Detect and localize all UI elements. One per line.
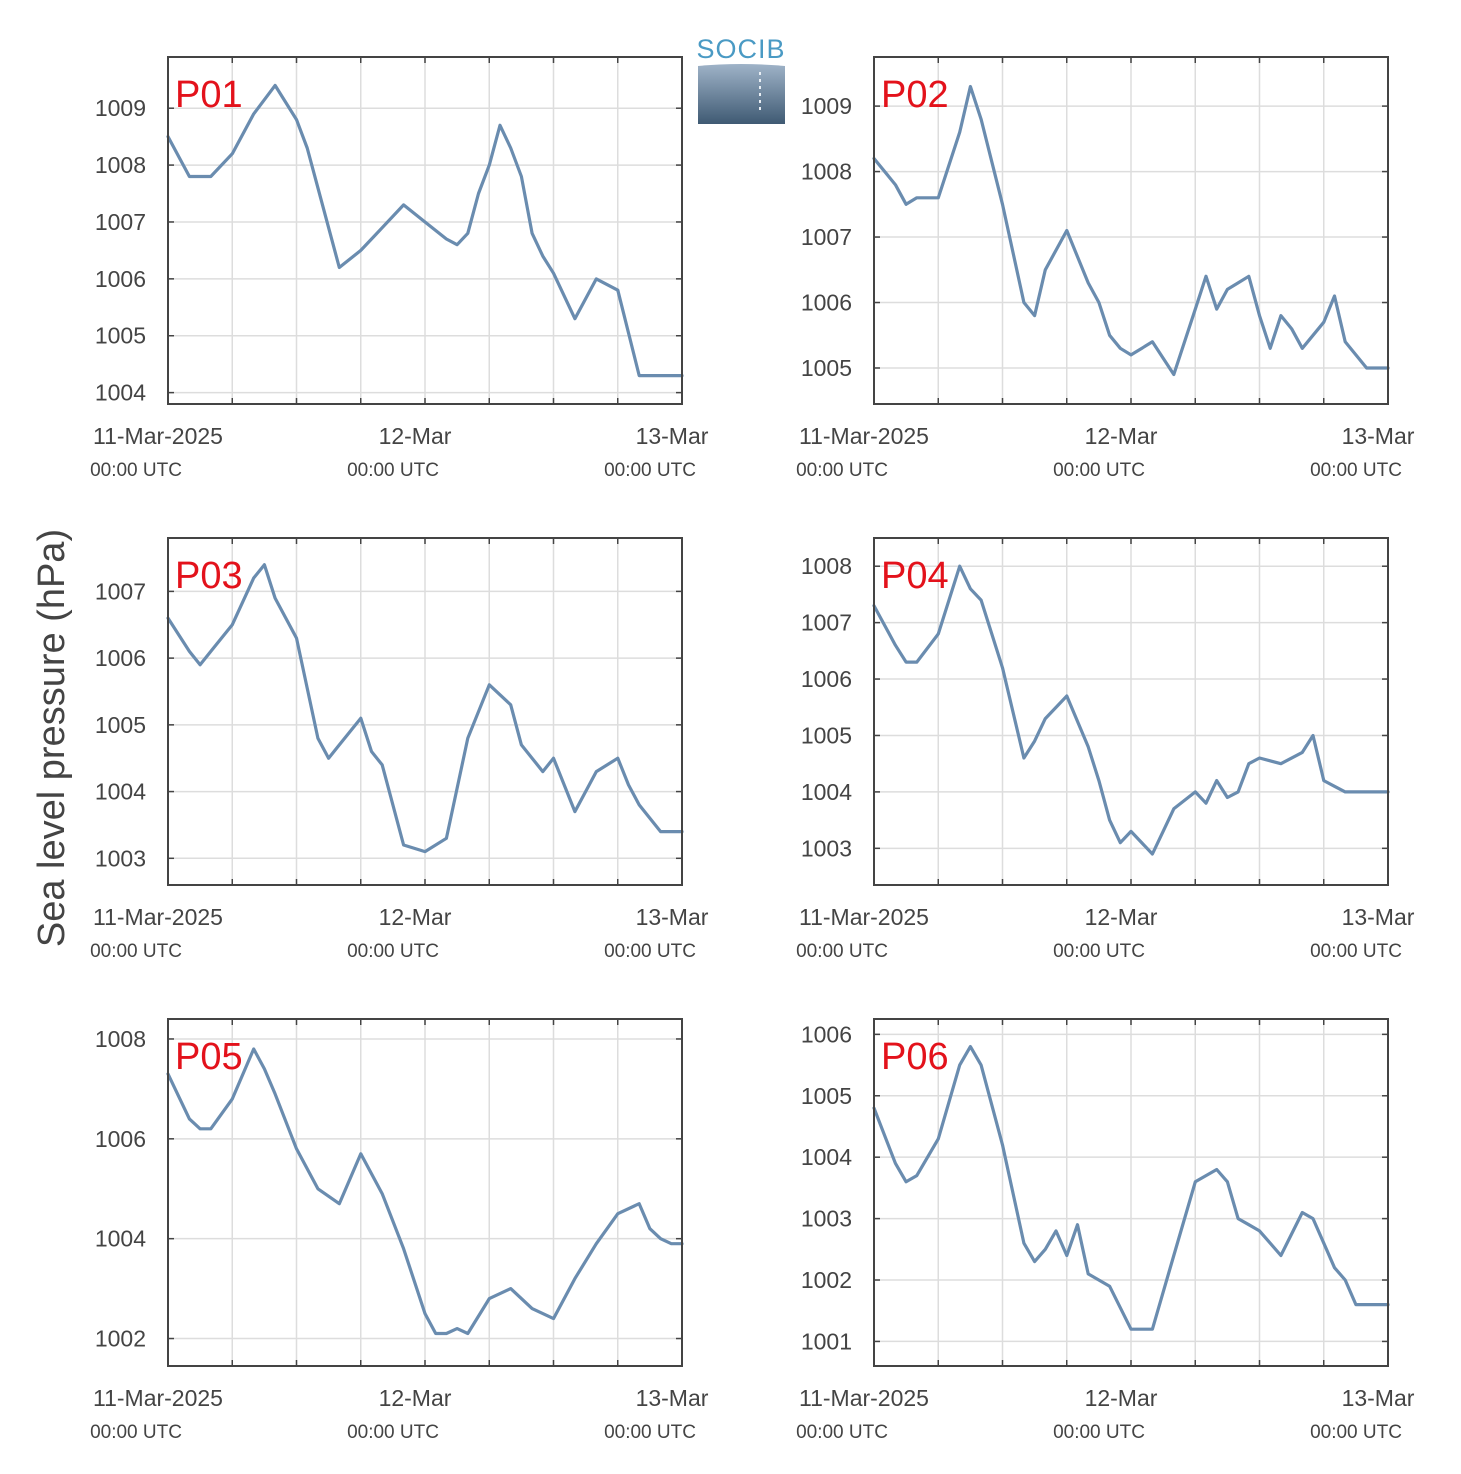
y-tick-label: 1008 — [801, 159, 852, 185]
x-tick-sublabel: 00:00 UTC — [90, 941, 182, 962]
y-tick-label: 1006 — [95, 645, 146, 671]
y-tick-label: 1008 — [801, 553, 852, 579]
series-line-p03 — [166, 563, 684, 854]
x-tick-label: 11-Mar-2025 — [93, 1385, 223, 1411]
x-tick-label: 13-Mar — [1342, 423, 1415, 449]
chart-panel-p05: 1002 1004 1006 1008 11-Mar-2025 00:00 UTC 12-M… — [90, 1018, 709, 1443]
plot-frame — [167, 1018, 683, 1367]
y-tick-label: 1004 — [95, 380, 146, 406]
chart-panel-p01: 1004 1005 1006 1007 1008 1009 11-Mar-2025 00:00… — [90, 56, 709, 481]
y-tick-label: 1007 — [95, 209, 146, 235]
panel-label: P05 — [175, 1036, 243, 1078]
chart-panel-p02: 1005 1006 1007 1008 1009 11-Mar-2025 00:00 UTC… — [796, 56, 1415, 481]
x-tick-sublabel: 00:00 UTC — [347, 460, 439, 481]
x-tick-label: 12-Mar — [379, 423, 452, 449]
panel-label: P02 — [881, 74, 949, 116]
y-tick-label: 1001 — [801, 1328, 852, 1354]
x-tick-sublabel: 00:00 UTC — [90, 1422, 182, 1443]
series-line-p02 — [872, 84, 1390, 377]
x-tick-label: 12-Mar — [1085, 1385, 1158, 1411]
y-tick-label: 1005 — [801, 722, 852, 748]
x-tick-sublabel: 00:00 UTC — [604, 941, 696, 962]
y-tick-label: 1005 — [95, 712, 146, 738]
y-tick-label: 1008 — [95, 152, 146, 178]
panel-label: P03 — [175, 555, 243, 597]
y-tick-label: 1006 — [801, 666, 852, 692]
x-tick-sublabel: 00:00 UTC — [1310, 460, 1402, 481]
y-tick-label: 1005 — [801, 355, 852, 381]
y-tick-label: 1007 — [801, 610, 852, 636]
chart-panel-p06: 1001 1002 1003 1004 1005 1006 11-Mar-2025 00:00… — [796, 1018, 1415, 1443]
plot-frame — [873, 56, 1389, 405]
panel-label: P06 — [881, 1036, 949, 1078]
x-tick-sublabel: 00:00 UTC — [796, 460, 888, 481]
y-tick-label: 1004 — [95, 1226, 146, 1252]
y-tick-label: 1004 — [801, 1144, 852, 1170]
chart-panel-p03: 1003 1004 1005 1006 1007 11-Mar-2025 00:00 UTC… — [90, 537, 709, 962]
x-tick-label: 12-Mar — [1085, 423, 1158, 449]
y-tick-label: 1005 — [95, 323, 146, 349]
panel-label: P01 — [175, 74, 243, 116]
x-tick-sublabel: 00:00 UTC — [796, 1422, 888, 1443]
chart-panel-p04: 1003 1004 1005 1006 1007 1008 11-Mar-2025 00:00… — [796, 537, 1415, 962]
x-tick-label: 11-Mar-2025 — [799, 1385, 929, 1411]
series-line-p01 — [166, 83, 684, 378]
x-tick-label: 13-Mar — [636, 904, 709, 930]
y-tick-label: 1003 — [801, 1206, 852, 1232]
y-tick-label: 1007 — [801, 224, 852, 250]
x-tick-label: 11-Mar-2025 — [799, 423, 929, 449]
y-tick-label: 1008 — [95, 1026, 146, 1052]
y-tick-label: 1002 — [801, 1267, 852, 1293]
y-tick-label: 1006 — [801, 1021, 852, 1047]
x-tick-label: 11-Mar-2025 — [93, 904, 223, 930]
plot-frame — [873, 1018, 1389, 1367]
y-tick-label: 1006 — [801, 290, 852, 316]
logo-text: SOCIB — [696, 34, 785, 64]
y-tick-label: 1005 — [801, 1083, 852, 1109]
y-tick-label: 1004 — [801, 779, 852, 805]
y-tick-label: 1007 — [95, 578, 146, 604]
plot-frame — [167, 537, 683, 886]
y-tick-label: 1003 — [801, 835, 852, 861]
plot-frame — [167, 56, 683, 405]
x-tick-sublabel: 00:00 UTC — [90, 460, 182, 481]
y-tick-label: 1002 — [95, 1326, 146, 1352]
series-line-p06 — [872, 1044, 1390, 1331]
x-tick-label: 11-Mar-2025 — [799, 904, 929, 930]
x-tick-sublabel: 00:00 UTC — [347, 941, 439, 962]
y-axis-label: Sea level pressure (hPa) — [31, 529, 73, 947]
y-tick-label: 1006 — [95, 266, 146, 292]
x-tick-sublabel: 00:00 UTC — [1310, 1422, 1402, 1443]
x-tick-sublabel: 00:00 UTC — [347, 1422, 439, 1443]
x-tick-label: 13-Mar — [1342, 904, 1415, 930]
x-tick-label: 13-Mar — [636, 423, 709, 449]
socib-logo: SOCIB — [696, 34, 785, 124]
x-tick-label: 12-Mar — [1085, 904, 1158, 930]
y-tick-label: 1009 — [801, 93, 852, 119]
x-tick-sublabel: 00:00 UTC — [1310, 941, 1402, 962]
x-tick-label: 13-Mar — [1342, 1385, 1415, 1411]
logo-wave-icon — [698, 64, 785, 124]
y-tick-label: 1009 — [95, 95, 146, 121]
plot-frame — [873, 537, 1389, 886]
x-tick-sublabel: 00:00 UTC — [604, 1422, 696, 1443]
x-tick-sublabel: 00:00 UTC — [1053, 460, 1145, 481]
y-tick-label: 1003 — [95, 845, 146, 871]
x-tick-sublabel: 00:00 UTC — [1053, 1422, 1145, 1443]
x-tick-label: 11-Mar-2025 — [93, 423, 223, 449]
y-tick-label: 1006 — [95, 1126, 146, 1152]
x-tick-sublabel: 00:00 UTC — [1053, 941, 1145, 962]
series-line-p05 — [166, 1047, 684, 1336]
x-tick-label: 12-Mar — [379, 1385, 452, 1411]
series-line-p04 — [872, 564, 1390, 856]
x-tick-label: 13-Mar — [636, 1385, 709, 1411]
x-tick-sublabel: 00:00 UTC — [796, 941, 888, 962]
x-tick-label: 12-Mar — [379, 904, 452, 930]
y-tick-label: 1004 — [95, 779, 146, 805]
x-tick-sublabel: 00:00 UTC — [604, 460, 696, 481]
panel-label: P04 — [881, 555, 949, 597]
